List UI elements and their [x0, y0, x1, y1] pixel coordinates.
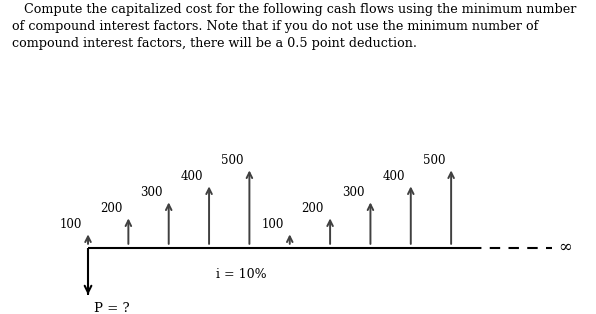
Text: 500: 500 — [221, 154, 243, 167]
Text: Compute the capitalized cost for the following cash flows using the minimum numb: Compute the capitalized cost for the fol… — [12, 3, 576, 50]
Text: 400: 400 — [181, 170, 203, 183]
Text: 300: 300 — [342, 186, 364, 199]
Text: 100: 100 — [261, 218, 284, 231]
Text: 500: 500 — [423, 154, 445, 167]
Text: 100: 100 — [60, 218, 82, 231]
Text: P = ?: P = ? — [94, 302, 130, 314]
Text: ∞: ∞ — [558, 239, 572, 256]
Text: 200: 200 — [100, 202, 122, 215]
Text: 300: 300 — [140, 186, 163, 199]
Text: 400: 400 — [382, 170, 405, 183]
Text: 200: 200 — [302, 202, 324, 215]
Text: i = 10%: i = 10% — [216, 268, 266, 281]
